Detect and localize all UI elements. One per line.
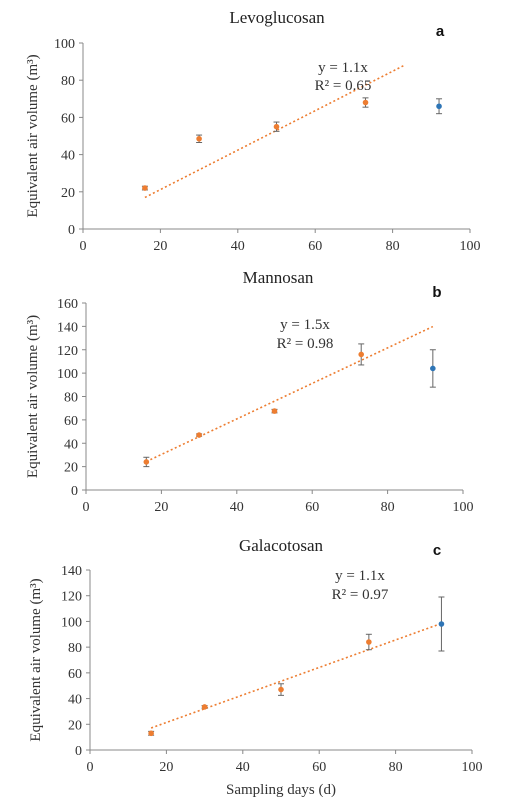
data-point [366, 639, 372, 645]
chart-title: Galacotosan [239, 536, 324, 555]
data-point [436, 103, 442, 110]
x-tick-label: 0 [83, 500, 90, 515]
data-point [148, 730, 154, 737]
panel-letter: c [433, 542, 441, 559]
data-point [142, 185, 148, 191]
y-tick-label: 40 [68, 693, 82, 708]
trendline-equation: y = 1.1x [318, 60, 368, 76]
data-point [201, 704, 208, 710]
y-tick-label: 140 [57, 320, 78, 335]
y-axis-label: Equivalent air volume (m³) [25, 315, 41, 478]
x-tick-label: 0 [80, 239, 87, 254]
x-tick-label: 80 [381, 500, 395, 515]
x-tick-label: 80 [386, 239, 400, 254]
y-axis-label: Equivalent air volume (m³) [25, 54, 41, 217]
x-tick-label: 100 [462, 760, 483, 775]
chart-panel-c: Galacotosan c 0 20 40 60 80 100 120 140 0 20 40 60 80 1… [28, 536, 483, 798]
chart-panel-b: Mannosan b 0 20 40 60 80 100 120 140 160 0 20 40 60 80 1… [25, 268, 474, 515]
y-tick-label: 80 [64, 391, 78, 406]
data-point [358, 351, 365, 358]
x-tick-label: 60 [308, 239, 322, 254]
y-tick-label: 40 [61, 149, 75, 164]
y-tick-label: 140 [61, 564, 82, 579]
y-tick-label: 100 [61, 615, 82, 630]
x-tick-label: 40 [236, 760, 250, 775]
y-tick-label: 0 [75, 744, 82, 759]
x-tick-label: 100 [453, 500, 474, 515]
x-tick-label: 100 [460, 239, 481, 254]
trendline-r2: R² = 0.97 [332, 587, 389, 603]
chart-title: Levoglucosan [229, 8, 325, 27]
data-point [143, 459, 150, 465]
y-tick-label: 120 [57, 344, 78, 359]
trendline-r2: R² = 0.65 [315, 78, 372, 94]
trendline-equation: y = 1.1x [335, 568, 385, 584]
x-tick-label: 0 [87, 760, 94, 775]
y-tick-label: 60 [64, 414, 78, 429]
trendline-r2: R² = 0.98 [277, 336, 334, 352]
data-point [438, 621, 445, 627]
y-axis-label: Equivalent air volume (m³) [28, 578, 44, 741]
x-tick-label: 80 [389, 760, 403, 775]
y-tick-label: 0 [71, 484, 78, 499]
data-point [273, 123, 280, 130]
data-point [430, 365, 436, 372]
y-tick-label: 160 [57, 297, 78, 312]
x-tick-label: 40 [231, 239, 245, 254]
y-tick-label: 20 [61, 186, 75, 201]
y-tick-label: 60 [61, 111, 75, 126]
chart-title: Mannosan [243, 268, 314, 287]
data-point [278, 686, 284, 693]
data-point [362, 99, 369, 106]
x-tick-label: 60 [312, 760, 326, 775]
data-point [196, 432, 202, 438]
trendline [150, 622, 442, 729]
y-tick-label: 60 [68, 667, 82, 682]
y-tick-label: 20 [68, 718, 82, 733]
x-axis-label: Sampling days (d) [226, 782, 336, 798]
x-tick-label: 20 [159, 760, 173, 775]
data-point [196, 135, 202, 142]
data-point [271, 408, 278, 414]
panel-letter: a [436, 23, 445, 40]
y-tick-label: 0 [68, 223, 75, 238]
trendline [145, 325, 434, 463]
y-tick-label: 20 [64, 461, 78, 476]
chart-panel-a: Levoglucosan a 0 20 40 60 80 100 0 20 40 60 80 100 Equ… [25, 8, 481, 254]
panel-letter: b [432, 284, 441, 301]
y-tick-label: 80 [61, 74, 75, 89]
y-tick-label: 80 [68, 641, 82, 656]
y-tick-label: 100 [57, 367, 78, 382]
x-tick-label: 60 [305, 500, 319, 515]
x-tick-label: 20 [154, 500, 168, 515]
y-tick-label: 100 [54, 37, 75, 52]
x-tick-label: 20 [153, 239, 167, 254]
y-tick-label: 120 [61, 590, 82, 605]
x-tick-label: 40 [230, 500, 244, 515]
y-tick-label: 40 [64, 437, 78, 452]
trendline-equation: y = 1.5x [280, 317, 330, 333]
